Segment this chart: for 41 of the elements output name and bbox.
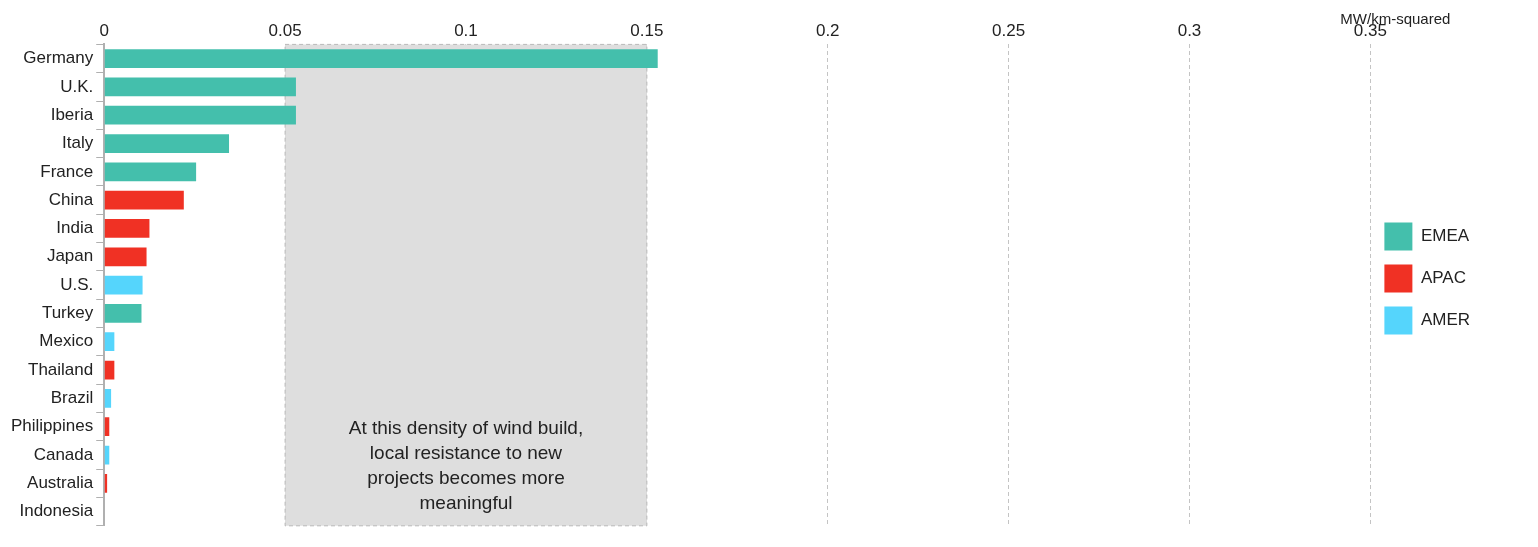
bar: [104, 77, 296, 97]
bar: [104, 388, 112, 408]
y-tick-label: Brazil: [50, 388, 94, 408]
y-tick-label: Mexico: [39, 331, 94, 351]
legend-label: APAC: [1420, 268, 1466, 288]
x-tick-label: 0.05: [268, 20, 302, 40]
x-tick-label: 0.15: [630, 20, 664, 40]
x-tick-label: 0.25: [992, 20, 1026, 40]
bar: [104, 275, 143, 295]
y-tick-label: U.S.: [60, 274, 94, 294]
bar: [104, 49, 658, 68]
y-tick-label: U.K.: [60, 76, 94, 96]
y-tick-label: Thailand: [28, 359, 94, 379]
y-tick-label: China: [48, 189, 94, 209]
x-tick-label: 0.2: [815, 20, 840, 40]
bar: [104, 190, 184, 210]
y-tick-label: Japan: [46, 246, 94, 266]
bar: [104, 162, 197, 182]
y-tick-label: Iberia: [50, 104, 94, 124]
bar: [104, 134, 230, 153]
y-tick-label: India: [56, 218, 94, 238]
legend-label: AMER: [1420, 310, 1471, 330]
y-tick-label: Philippines: [10, 416, 94, 436]
bar: [104, 105, 296, 125]
y-tick-label: Australia: [27, 473, 94, 493]
y-tick-label: Indonesia: [19, 501, 94, 521]
x-tick-label: 0.1: [454, 20, 478, 40]
y-tick-label: France: [40, 161, 94, 181]
legend-label: EMEA: [1420, 226, 1470, 246]
x-tick-label: 0.3: [1177, 20, 1202, 40]
bar: [104, 219, 150, 238]
y-tick-label: Germany: [23, 48, 94, 68]
bar: [104, 247, 147, 267]
bar: [104, 332, 115, 352]
bar: [104, 304, 142, 323]
y-tick-label: Turkey: [41, 303, 94, 323]
y-tick-label: Canada: [33, 444, 94, 464]
y-tick-label: Italy: [62, 133, 94, 153]
x-tick-label: 0: [99, 20, 109, 40]
bar: [104, 360, 115, 380]
band-label: At this density of wind build, local resistance to new projects becomes more meaningful: [348, 417, 584, 514]
